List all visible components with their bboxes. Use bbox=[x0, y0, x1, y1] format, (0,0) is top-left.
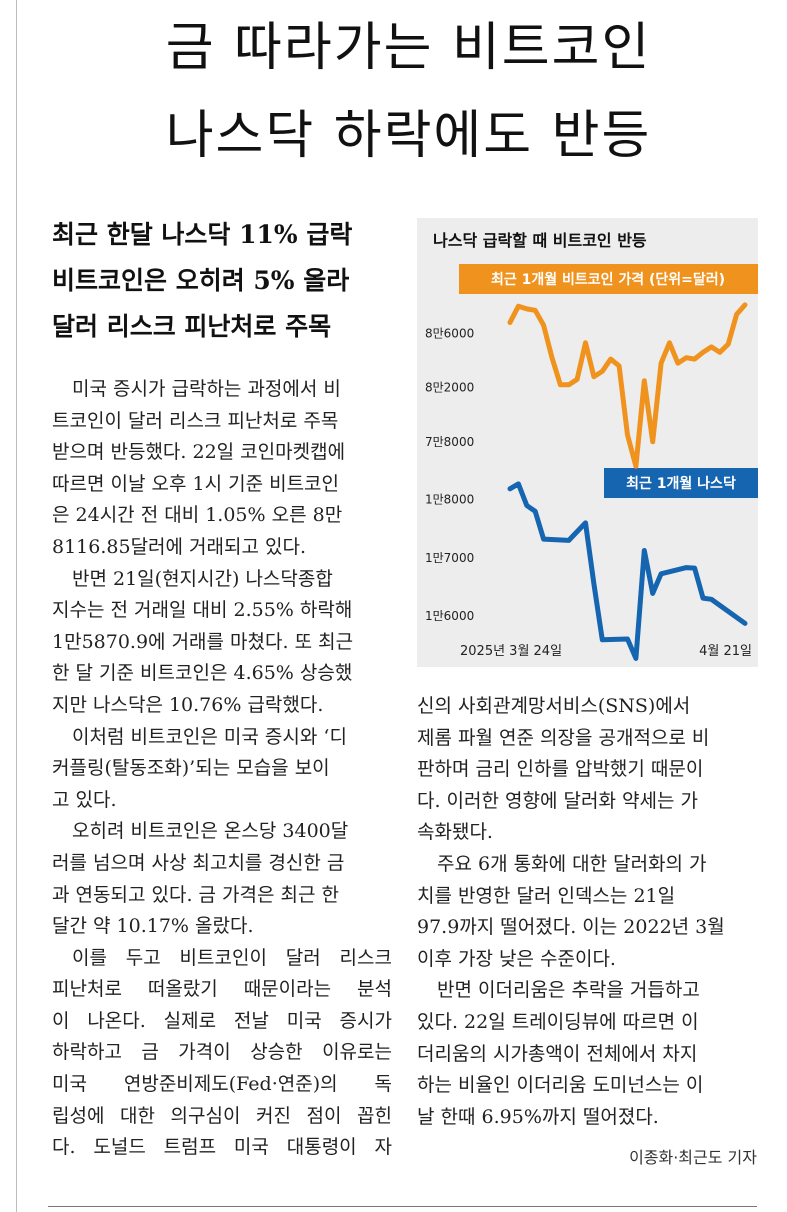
text-line: 미국 연방준비제도(Fed·연준)의 독 bbox=[52, 1073, 392, 1096]
text-line: 하락하고 금 가격이 상승한 이유로는 bbox=[52, 1041, 392, 1064]
nasdaq-y-tick-label: 1만8000 bbox=[425, 493, 474, 507]
text-line: 이처럼 비트코인은 미국 증시와 ‘디 bbox=[72, 725, 347, 748]
text-line: 트코인이 달러 리스크 피난처로 주목 bbox=[52, 409, 339, 432]
text-line: 과 연동되고 있다. 금 가격은 최근 한 bbox=[52, 883, 339, 906]
text-line: 피난처로 떠올랐기 때문이라는 분석 bbox=[52, 978, 392, 1001]
btc-series-line bbox=[507, 302, 748, 469]
text-line: 치를 반영한 달러 인덱스는 21일 bbox=[417, 884, 676, 907]
subheadline-line: 비트코인은 오히려 5% 올라 bbox=[52, 266, 350, 295]
text-line: 지만 나스닥은 10.76% 급락했다. bbox=[52, 693, 324, 716]
text-line: 은 24시간 전 대비 1.05% 오른 8만 bbox=[52, 504, 343, 527]
text-line: 커플링(탈동조화)’되는 모습을 보이 bbox=[52, 757, 330, 780]
text-line: 반면 21일(현지시간) 나스닥종합 bbox=[72, 567, 333, 590]
subheadline: 최근 한달 나스닥 11% 급락 비트코인은 오히려 5% 올라 달러 리스크 … bbox=[52, 212, 392, 350]
text-line: 지수는 전 거래일 대비 2.55% 하락해 bbox=[52, 599, 353, 622]
text-line: 달간 약 10.17% 올랐다. bbox=[52, 915, 254, 938]
text-line: 한 달 기준 비트코인은 4.65% 상승했 bbox=[52, 662, 353, 685]
btc-y-tick-label: 8만6000 bbox=[425, 326, 474, 340]
btc-label: 최근 1개월 비트코인 가격 (단위=달러) bbox=[491, 271, 725, 288]
text-line: 속화됐다. bbox=[417, 821, 493, 844]
text-line: 97.9까지 떨어졌다. 이는 2022년 3월 bbox=[417, 916, 725, 939]
text-line: 이를 두고 비트코인이 달러 리스크 bbox=[72, 946, 392, 969]
subheadline-line: 달러 리스크 피난처로 주목 bbox=[52, 312, 332, 341]
nasdaq-series-line bbox=[507, 481, 748, 661]
headline-line-1: 금 따라가는 비트코인 bbox=[165, 18, 652, 78]
nasdaq-y-tick-label: 1만6000 bbox=[425, 609, 474, 623]
x-axis-end-label: 4월 21일 bbox=[699, 644, 752, 659]
nasdaq-label-band bbox=[604, 468, 758, 498]
nasdaq-label: 최근 1개월 나스닥 bbox=[626, 475, 736, 492]
text-line: 다. 도널드 트럼프 미국 대통령이 자 bbox=[52, 1136, 392, 1159]
text-line: 립성에 대한 의구심이 커진 점이 꼽힌 bbox=[52, 1104, 392, 1127]
headline-line-2: 나스닥 하락에도 반등 bbox=[165, 106, 652, 166]
left-column-rule bbox=[16, 0, 17, 1212]
chart-figure: 나스닥 급락할 때 비트코인 반등 최근 1개월 비트코인 가격 (단위=달러)… bbox=[425, 231, 758, 661]
text-line: 고 있다. bbox=[52, 788, 117, 811]
text-line: 있다. 22일 트레이딩뷰에 따르면 이 bbox=[417, 1010, 699, 1033]
btc-y-tick-label: 8만2000 bbox=[425, 381, 474, 395]
text-line: 8116.85달러에 거래되고 있다. bbox=[52, 535, 307, 558]
text-line: 미국 증시가 급락하는 과정에서 비 bbox=[72, 378, 341, 400]
text-line: 날 한때 6.95%까지 떨어졌다. bbox=[417, 1105, 659, 1128]
byline: 이종화·최근도 기자 bbox=[629, 1148, 757, 1167]
x-axis-start-label: 2025년 3월 24일 bbox=[460, 644, 562, 659]
btc-y-tick-label: 7만8000 bbox=[425, 435, 474, 449]
text-line: 러를 넘으며 사상 최고치를 경신한 금 bbox=[52, 851, 345, 874]
text-line: 하는 비율인 이더리움 도미넌스는 이 bbox=[417, 1074, 704, 1097]
text-line: 따르면 이날 오후 1시 기준 비트코인 bbox=[52, 472, 340, 495]
text-line: 제롬 파월 연준 의장을 공개적으로 비 bbox=[417, 726, 710, 749]
text-line: 신의 사회관계망서비스(SNS)에서 bbox=[417, 695, 691, 717]
text-line: 1만5870.9에 거래를 마쳤다. 또 최근 bbox=[52, 630, 354, 653]
text-line: 받으며 반등했다. 22일 코인마켓캡에 bbox=[52, 441, 346, 464]
nasdaq-y-tick-label: 1만7000 bbox=[425, 551, 474, 565]
text-line: 다. 이러한 영향에 달러화 약세는 가 bbox=[417, 789, 698, 812]
text-line: 이후 가장 낮은 수준이다. bbox=[417, 947, 616, 970]
text-line: 주요 6개 통화에 대한 달러화의 가 bbox=[437, 852, 707, 875]
btc-label-band bbox=[459, 264, 758, 294]
subheadline-line: 최근 한달 나스닥 11% 급락 bbox=[52, 220, 353, 249]
text-line: 오히려 비트코인은 온스당 3400달 bbox=[72, 820, 349, 843]
bottom-rule bbox=[48, 1206, 757, 1207]
chart-panel: 나스닥 급락할 때 비트코인 반등 최근 1개월 비트코인 가격 (단위=달러)… bbox=[417, 218, 758, 667]
text-line: 판하며 금리 인하를 압박했기 때문이 bbox=[417, 758, 704, 781]
text-line: 이 나온다. 실제로 전날 미국 증시가 bbox=[52, 1009, 392, 1032]
text-line: 반면 이더리움은 추락을 거듭하고 bbox=[437, 979, 700, 1002]
text-line: 더리움의 시가총액이 전체에서 차지 bbox=[417, 1042, 698, 1065]
chart-title: 나스닥 급락할 때 비트코인 반등 bbox=[433, 231, 647, 250]
